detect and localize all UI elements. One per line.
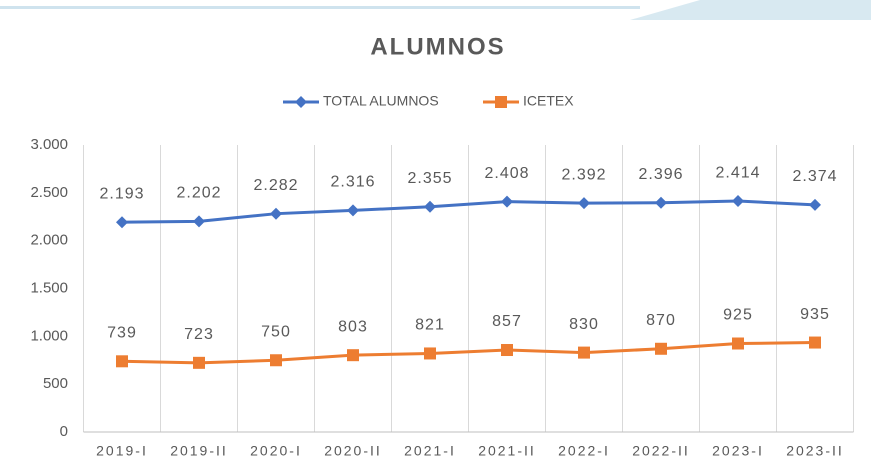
data-label: 821 [415,317,445,334]
data-label: 739 [107,325,137,342]
data-label: 803 [338,318,368,335]
x-tick-label: 2020-II [324,443,382,459]
legend-marker [495,96,507,108]
data-label: 2.193 [99,185,144,202]
legend-marker [295,96,307,108]
data-point [116,355,128,368]
data-point [501,195,513,208]
data-point [578,346,590,359]
y-tick-label: 3.000 [30,136,68,153]
series-line [121,199,816,224]
data-label: 2.202 [176,185,221,202]
legend-label: ICETEX [523,93,574,109]
y-tick-label: 1.000 [30,327,68,344]
x-tick-label: 2022-I [558,443,610,459]
x-tick-label: 2023-II [786,443,844,459]
data-label: 870 [646,312,676,329]
x-tick-label: 2021-I [404,443,456,459]
y-tick-label: 1.500 [30,279,68,296]
data-point [424,347,436,360]
data-label: 2.414 [715,164,760,181]
data-point [347,204,359,217]
x-tick-label: 2021-II [478,443,536,459]
data-point [347,349,359,362]
x-tick-label: 2023-I [712,443,764,459]
data-point [270,207,282,220]
legend-label: TOTAL ALUMNOS [323,93,439,109]
data-point [732,195,744,208]
data-point [809,198,821,211]
data-point [270,354,282,367]
data-label: 830 [569,316,599,333]
data-label: 2.408 [484,165,529,182]
y-tick-label: 0 [60,423,68,440]
data-point [578,197,590,210]
data-point [732,337,744,350]
series-line [121,341,816,365]
data-point [809,336,821,349]
top-band [0,6,640,9]
data-point [501,344,513,357]
data-label: 857 [492,313,522,330]
data-label: 935 [800,306,830,323]
data-label: 2.316 [330,174,375,191]
data-point [193,215,205,228]
data-label: 2.355 [407,170,452,187]
data-label: 750 [261,323,291,340]
x-tick-label: 2019-I [96,443,148,459]
x-tick-label: 2019-II [170,443,228,459]
data-label: 925 [723,307,753,324]
chart-title: ALUMNOS [370,33,505,60]
data-label: 2.392 [561,166,606,183]
data-label: 2.374 [792,168,837,185]
data-label: 2.282 [253,177,298,194]
data-point [655,196,667,209]
x-tick-label: 2020-I [250,443,302,459]
data-point [424,200,436,213]
data-point [116,216,128,229]
data-point [655,342,667,355]
x-tick-label: 2022-II [632,443,690,459]
y-tick-label: 2.500 [30,184,68,201]
y-tick-label: 500 [43,375,68,392]
data-point [193,356,205,369]
corner-decoration [630,0,871,20]
data-label: 2.396 [638,166,683,183]
data-label: 723 [184,326,214,343]
y-tick-label: 2.000 [30,232,68,249]
